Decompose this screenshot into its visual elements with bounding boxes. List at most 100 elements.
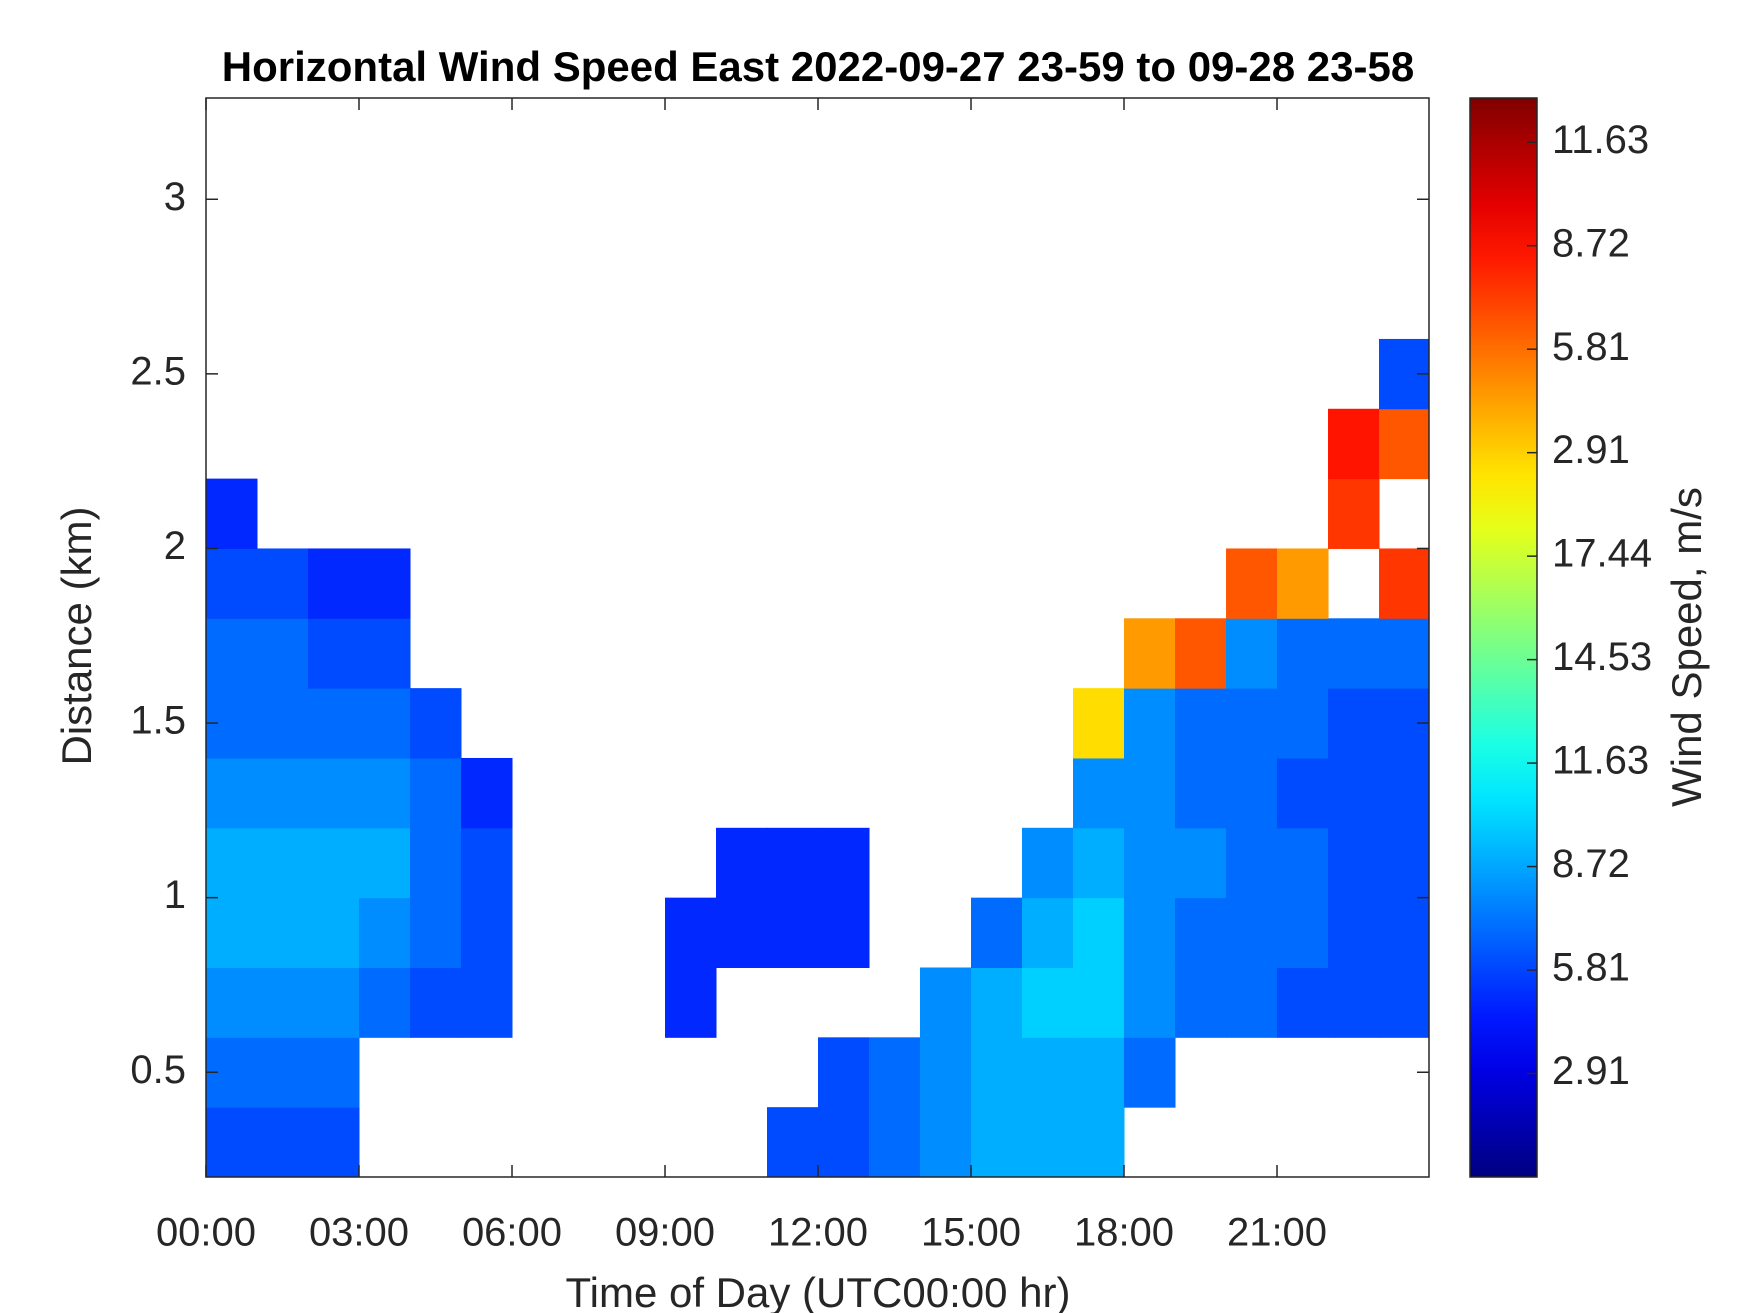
heatmap-cell — [1073, 688, 1125, 759]
heatmap-cell — [1124, 688, 1176, 759]
heatmap-cell — [1328, 967, 1380, 1038]
heatmap-cell — [1226, 967, 1278, 1038]
heatmap-cell — [1073, 757, 1125, 829]
heatmap — [206, 338, 1429, 1177]
heatmap-cell — [767, 897, 819, 968]
heatmap-cell — [1226, 757, 1278, 829]
heatmap-cell — [1124, 827, 1176, 899]
heatmap-cell — [1022, 1037, 1074, 1108]
colorbar-tick-label: 2.91 — [1552, 428, 1630, 472]
heatmap-cell — [206, 618, 258, 689]
heatmap-cell — [1379, 827, 1429, 899]
heatmap-cell — [716, 827, 768, 899]
heatmap-cell — [359, 757, 411, 829]
heatmap-cell — [1124, 1037, 1176, 1108]
heatmap-cell — [1073, 1107, 1125, 1177]
heatmap-cell — [920, 1107, 972, 1177]
heatmap-cell — [1175, 967, 1227, 1038]
heatmap-cell — [971, 897, 1023, 968]
heatmap-cell — [767, 1107, 819, 1177]
heatmap-cell — [1175, 688, 1227, 759]
heatmap-cell — [1277, 618, 1329, 689]
heatmap-cell — [1379, 757, 1429, 829]
heatmap-cell — [257, 967, 309, 1038]
heatmap-cell — [818, 827, 870, 899]
heatmap-cell — [1226, 897, 1278, 968]
heatmap-cell — [461, 897, 513, 968]
heatmap-cell — [308, 827, 360, 899]
heatmap-cell — [716, 897, 768, 968]
heatmap-cell — [869, 1037, 921, 1108]
heatmap-cell — [818, 1107, 870, 1177]
heatmap-cell — [971, 1037, 1023, 1108]
heatmap-cell — [1226, 618, 1278, 689]
heatmap-cell — [461, 967, 513, 1038]
heatmap-cell — [1073, 897, 1125, 968]
colorbar-tick-label: 11.63 — [1552, 739, 1649, 783]
heatmap-cell — [257, 757, 309, 829]
x-tick-label: 03:00 — [309, 1211, 409, 1255]
heatmap-cell — [1124, 967, 1176, 1038]
x-axis-label: Time of Day (UTC00:00 hr) — [566, 1269, 1071, 1313]
heatmap-cell — [1022, 1107, 1074, 1177]
heatmap-cell — [1022, 827, 1074, 899]
heatmap-cell — [1328, 408, 1380, 480]
heatmap-cell — [971, 967, 1023, 1038]
heatmap-cell — [206, 827, 258, 899]
heatmap-cell — [1379, 408, 1429, 480]
x-tick-label: 09:00 — [615, 1211, 715, 1255]
heatmap-cell — [1379, 548, 1429, 619]
colorbar-tick-label: 8.72 — [1552, 221, 1630, 265]
colorbar — [1469, 97, 1538, 1178]
colorbar-tick-label: 5.81 — [1552, 946, 1630, 990]
heatmap-cell — [359, 897, 411, 968]
heatmap-cell — [410, 757, 462, 829]
heatmap-cell — [308, 618, 360, 689]
heatmap-cell — [308, 688, 360, 759]
heatmap-cell — [1226, 548, 1278, 619]
heatmap-cell — [206, 967, 258, 1038]
heatmap-cell — [1277, 967, 1329, 1038]
heatmap-cell — [410, 688, 462, 759]
heatmap-cell — [257, 618, 309, 689]
y-tick-label: 2 — [164, 524, 186, 568]
heatmap-cell — [1328, 618, 1380, 689]
heatmap-cell — [308, 967, 360, 1038]
heatmap-cell — [359, 967, 411, 1038]
heatmap-cell — [1328, 827, 1380, 899]
heatmap-cell — [257, 1037, 309, 1108]
x-tick-label: 18:00 — [1074, 1211, 1174, 1255]
y-tick-label: 0.5 — [130, 1048, 186, 1092]
heatmap-cell — [1328, 688, 1380, 759]
colorbar-tick-label: 11.63 — [1552, 118, 1649, 162]
heatmap-cell — [1277, 548, 1329, 619]
heatmap-cell — [1073, 967, 1125, 1038]
heatmap-cell — [1277, 827, 1329, 899]
heatmap-cell — [410, 967, 462, 1038]
heatmap-cell — [1379, 897, 1429, 968]
heatmap-cell — [257, 827, 309, 899]
y-axis-label: Distance (km) — [53, 506, 100, 765]
heatmap-cell — [1175, 897, 1227, 968]
x-tick-label: 21:00 — [1227, 1211, 1327, 1255]
heatmap-cell — [257, 1107, 309, 1177]
heatmap-cell — [1379, 618, 1429, 689]
colorbar-tick-label: 14.53 — [1552, 635, 1652, 679]
heatmap-cell — [1022, 967, 1074, 1038]
x-tick-label: 00:00 — [156, 1211, 256, 1255]
x-tick-label: 12:00 — [768, 1211, 868, 1255]
heatmap-cell — [1175, 618, 1227, 689]
heatmap-cell — [1175, 757, 1227, 829]
heatmap-cell — [1277, 897, 1329, 968]
heatmap-cell — [1277, 757, 1329, 829]
heatmap-cell — [1328, 897, 1380, 968]
colorbar-tick-label: 8.72 — [1552, 842, 1630, 886]
heatmap-cell — [818, 1037, 870, 1108]
heatmap-cell — [818, 897, 870, 968]
heatmap-cell — [359, 618, 411, 689]
heatmap-cell — [920, 1037, 972, 1108]
heatmap-cell — [1328, 478, 1380, 549]
heatmap-cell — [257, 548, 309, 619]
heatmap-cell — [920, 967, 972, 1038]
heatmap-cell — [1022, 897, 1074, 968]
